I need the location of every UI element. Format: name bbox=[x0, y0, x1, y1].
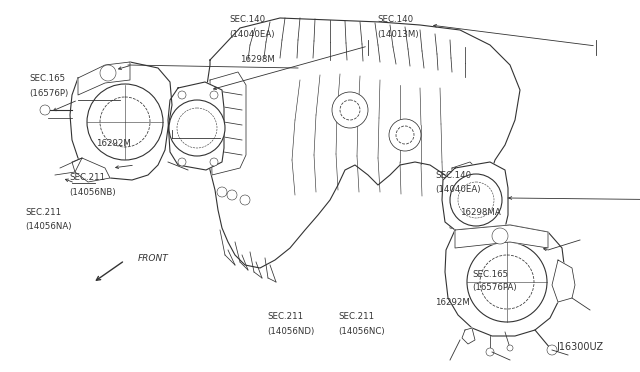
Circle shape bbox=[169, 100, 225, 156]
Text: SEC.140: SEC.140 bbox=[378, 15, 413, 24]
Polygon shape bbox=[72, 158, 110, 182]
Text: (14056NB): (14056NB) bbox=[69, 188, 116, 197]
Text: SEC.140: SEC.140 bbox=[435, 171, 471, 180]
Text: (14056ND): (14056ND) bbox=[268, 327, 315, 336]
Text: SEC.165: SEC.165 bbox=[29, 74, 65, 83]
Text: SEC.211: SEC.211 bbox=[69, 173, 105, 182]
Text: 16292M: 16292M bbox=[435, 298, 470, 307]
Text: (16576PA): (16576PA) bbox=[472, 283, 517, 292]
Text: SEC.165: SEC.165 bbox=[472, 270, 508, 279]
Circle shape bbox=[210, 91, 218, 99]
Text: (14040EA): (14040EA) bbox=[435, 185, 481, 194]
Circle shape bbox=[210, 158, 218, 166]
Circle shape bbox=[486, 348, 494, 356]
Text: SEC.211: SEC.211 bbox=[338, 312, 374, 321]
Text: 16298M: 16298M bbox=[240, 55, 275, 64]
Circle shape bbox=[467, 242, 547, 322]
Circle shape bbox=[507, 345, 513, 351]
Circle shape bbox=[450, 174, 502, 226]
Circle shape bbox=[40, 105, 50, 115]
Text: SEC.140: SEC.140 bbox=[229, 15, 265, 24]
Text: (16576P): (16576P) bbox=[29, 89, 68, 98]
Circle shape bbox=[178, 91, 186, 99]
Circle shape bbox=[100, 65, 116, 81]
Text: FRONT: FRONT bbox=[138, 254, 168, 263]
Polygon shape bbox=[78, 62, 130, 95]
Polygon shape bbox=[445, 225, 565, 336]
Circle shape bbox=[227, 190, 237, 200]
Polygon shape bbox=[210, 72, 246, 175]
Circle shape bbox=[240, 195, 250, 205]
Polygon shape bbox=[70, 62, 172, 180]
Polygon shape bbox=[168, 82, 224, 170]
Polygon shape bbox=[203, 18, 520, 268]
Circle shape bbox=[458, 182, 494, 218]
Circle shape bbox=[332, 92, 368, 128]
Polygon shape bbox=[552, 260, 575, 302]
Text: SEC.211: SEC.211 bbox=[268, 312, 303, 321]
Circle shape bbox=[340, 100, 360, 120]
Text: (14056NA): (14056NA) bbox=[26, 222, 72, 231]
Polygon shape bbox=[450, 162, 480, 232]
Circle shape bbox=[547, 345, 557, 355]
Circle shape bbox=[217, 187, 227, 197]
Text: (14056NC): (14056NC) bbox=[338, 327, 385, 336]
Polygon shape bbox=[462, 328, 475, 344]
Circle shape bbox=[389, 119, 421, 151]
Circle shape bbox=[100, 97, 150, 147]
Text: 16298MA: 16298MA bbox=[460, 208, 500, 217]
Circle shape bbox=[396, 126, 414, 144]
Text: (14013M): (14013M) bbox=[378, 30, 419, 39]
Polygon shape bbox=[455, 225, 548, 248]
Text: SEC.211: SEC.211 bbox=[26, 208, 61, 217]
Text: J16300UZ: J16300UZ bbox=[557, 342, 604, 352]
Polygon shape bbox=[442, 162, 508, 235]
Circle shape bbox=[480, 255, 534, 309]
Circle shape bbox=[87, 84, 163, 160]
Circle shape bbox=[177, 108, 217, 148]
Text: (14040EA): (14040EA) bbox=[229, 30, 275, 39]
Circle shape bbox=[492, 228, 508, 244]
Text: 16292M: 16292M bbox=[96, 140, 131, 148]
Circle shape bbox=[178, 158, 186, 166]
